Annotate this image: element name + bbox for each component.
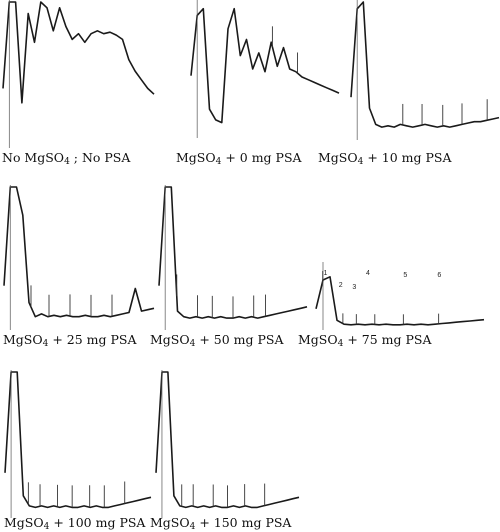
caption-subscript: 4	[337, 339, 344, 349]
caption-prefix: MgSO	[298, 332, 338, 347]
caption-subscript: 4	[64, 157, 70, 167]
caption-suffix: + 75 mg PSA	[343, 332, 432, 347]
chromatogram-panel-5	[158, 185, 308, 330]
caption-subscript: 4	[189, 522, 196, 532]
chromatogram-trace	[350, 1, 500, 128]
caption-prefix: MgSO	[4, 515, 44, 530]
panel-caption: MgSO4 + 100 mg PSA	[4, 515, 146, 532]
caption-subscript: 4	[43, 522, 50, 532]
panel-caption: MgSO4 + 10 mg PSA	[318, 150, 452, 167]
peak-label: 5	[403, 272, 408, 280]
chromatogram-panel-4	[3, 185, 155, 330]
caption-suffix: + 10 mg PSA	[363, 150, 452, 165]
peak-label: 1	[323, 270, 328, 278]
chromatogram-plot	[190, 0, 340, 138]
caption-prefix: MgSO	[176, 150, 216, 165]
chromatogram-panel-6: 1 2 3 4 5 6	[315, 262, 485, 330]
caption-prefix: MgSO	[150, 515, 190, 530]
peak-label: 2	[338, 282, 343, 290]
caption-subscript: 4	[42, 339, 49, 349]
panel-caption: MgSO4 + 50 mg PSA	[150, 332, 284, 349]
chromatogram-plot	[2, 0, 155, 148]
peak-label: 6	[437, 272, 442, 280]
chromatogram-plot	[155, 370, 300, 518]
caption-suffix: + 100 mg PSA	[49, 515, 146, 530]
caption-subscript: 4	[189, 339, 196, 349]
caption-prefix: MgSO	[150, 332, 190, 347]
chromatogram-plot	[315, 262, 485, 330]
caption-suffix: ; No PSA	[69, 150, 131, 165]
caption-suffix: + 50 mg PSA	[195, 332, 284, 347]
chromatogram-trace	[4, 371, 152, 509]
chromatogram-trace	[3, 186, 155, 318]
caption-subscript: 4	[357, 157, 364, 167]
caption-suffix: + 150 mg PSA	[195, 515, 292, 530]
chromatogram-plot	[3, 185, 155, 330]
caption-suffix: + 0 mg PSA	[221, 150, 302, 165]
panel-caption: MgSO4 + 0 mg PSA	[176, 150, 302, 167]
chromatogram-trace	[2, 1, 155, 104]
caption-suffix: + 25 mg PSA	[48, 332, 137, 347]
chromatogram-trace	[155, 371, 300, 509]
peak-label: 4	[366, 270, 370, 278]
chromatogram-trace	[190, 7, 340, 124]
chromatogram-panel-2	[190, 0, 340, 138]
panel-caption: MgSO4 + 25 mg PSA	[3, 332, 137, 349]
peak-label: 3	[352, 283, 357, 291]
caption-subscript: 4	[215, 157, 222, 167]
panel-caption: MgSO4 + 150 mg PSA	[150, 515, 292, 532]
chromatogram-panel-1	[2, 0, 155, 148]
chromatogram-plot	[4, 370, 152, 518]
chromatogram-plot	[350, 0, 500, 140]
panel-caption: No MgSO4 ; No PSA	[2, 150, 131, 167]
chromatogram-panel-3	[350, 0, 500, 140]
chromatogram-panel-7	[4, 370, 152, 518]
caption-prefix: MgSO	[3, 332, 43, 347]
panel-caption: MgSO4 + 75 mg PSA	[298, 332, 432, 349]
caption-prefix: No MgSO	[2, 150, 65, 165]
chromatogram-plot	[158, 185, 308, 330]
chromatogram-trace	[315, 276, 485, 326]
chromatogram-panel-8	[155, 370, 300, 518]
caption-prefix: MgSO	[318, 150, 358, 165]
